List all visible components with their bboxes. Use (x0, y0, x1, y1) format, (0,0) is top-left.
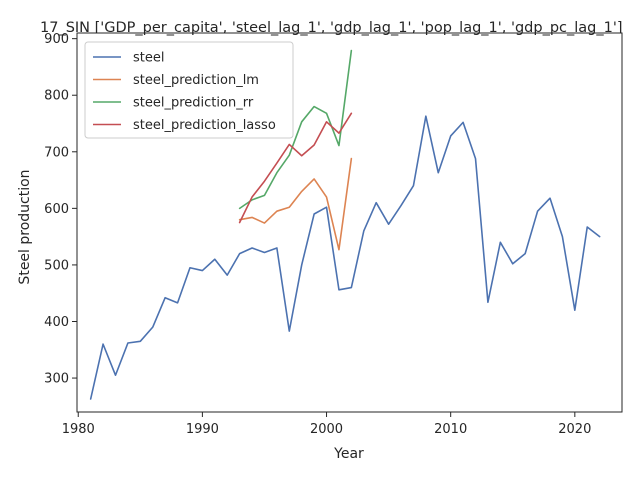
x-axis-label: Year (333, 446, 364, 462)
legend-label-steel_prediction_lm: steel_prediction_lm (133, 73, 259, 88)
axes-frame (76, 32, 623, 413)
x-tick-label: 2010 (434, 422, 467, 437)
series-line-steel_prediction_lm (238, 157, 353, 251)
legend-label-steel_prediction_rr: steel_prediction_rr (133, 96, 254, 111)
x-tick-label: 1990 (186, 422, 219, 437)
y-tick-label: 700 (44, 145, 69, 160)
chart-title: 17_SIN ['GDP_per_capita', 'steel_lag_1',… (40, 20, 623, 36)
y-tick-label: 800 (44, 89, 69, 104)
legend-label-steel: steel (133, 51, 164, 66)
legend-box (84, 41, 294, 139)
y-tick-label: 900 (44, 32, 69, 47)
y-tick-label: 600 (44, 202, 69, 217)
x-tick-label: 2000 (310, 422, 343, 437)
series-line-steel_prediction_rr (238, 49, 353, 210)
y-axis-label: Steel production (17, 169, 33, 284)
x-tick-label: 2020 (558, 422, 591, 437)
series-line-steel (89, 115, 601, 400)
series-line-steel_prediction_lasso (238, 112, 353, 224)
y-tick-label: 500 (44, 258, 69, 273)
legend-label-steel_prediction_lasso: steel_prediction_lasso (133, 118, 276, 133)
y-tick-label: 300 (44, 372, 69, 387)
y-tick-label: 400 (44, 315, 69, 330)
legend: steel steel_prediction_lm steel_prediction… (84, 41, 294, 139)
x-tick-label: 1980 (62, 422, 95, 437)
plot-area: 1980 1990 2000 2010 2020 300 400 500 600 700 800 90… (44, 32, 623, 437)
